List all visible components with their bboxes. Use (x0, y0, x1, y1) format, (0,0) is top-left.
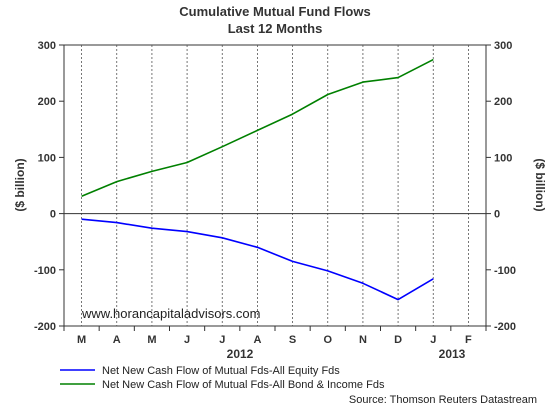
x-tick-label: S (289, 334, 296, 346)
legend-label-equity: Net New Cash Flow of Mutual Fds-All Equi… (102, 365, 340, 377)
y-tick-label-left: 200 (38, 96, 56, 108)
legend: Net New Cash Flow of Mutual Fds-All Equi… (60, 365, 385, 391)
y-tick-label-left: 0 (50, 209, 56, 221)
y-tick-label-left: 100 (38, 152, 56, 164)
y-tick-label-right: 200 (494, 96, 512, 108)
y-tick-label-right: -200 (494, 321, 516, 333)
x-tick-label: J (184, 334, 190, 346)
x-tick-label: J (219, 334, 225, 346)
series-line-equity (81, 218, 434, 301)
y-axis-right: 300 200 100 0 -100 -200 (486, 40, 516, 333)
y-tick-label-right: 300 (494, 40, 512, 52)
y-tick-label-left: 300 (38, 40, 56, 52)
chart-subtitle: Last 12 Months (228, 21, 323, 36)
x-tick-label: F (465, 334, 472, 346)
y-axis-left: 300 200 100 0 -100 -200 (34, 40, 64, 333)
y-tick-label-right: -100 (494, 265, 516, 277)
y-tick-label-left: -200 (34, 321, 56, 333)
y-axis-label-left: ($ billion) (13, 158, 27, 211)
x-tick-label: M (147, 334, 156, 346)
y-tick-label-right: 0 (494, 209, 500, 221)
source-note: Source: Thomson Reuters Datastream (349, 394, 537, 406)
y-tick-label-right: 100 (494, 152, 512, 164)
series-line-bond (81, 58, 434, 197)
legend-label-bond: Net New Cash Flow of Mutual Fds-All Bond… (102, 379, 385, 391)
plot-area (63, 44, 487, 327)
year-label-2013: 2013 (439, 347, 466, 361)
x-tick-label: J (430, 334, 436, 346)
year-label-2012: 2012 (227, 347, 254, 361)
x-tick-label: A (113, 334, 121, 346)
x-tick-label: M (77, 334, 86, 346)
y-axis-label-right: ($ billion) (533, 158, 547, 211)
watermark: www.horancapitaladvisors.com (81, 306, 260, 321)
y-tick-label-left: -100 (34, 265, 56, 277)
chart-title: Cumulative Mutual Fund Flows (179, 4, 370, 19)
x-tick-label: D (394, 334, 402, 346)
x-tick-label: O (323, 334, 332, 346)
gridlines (81, 45, 469, 326)
x-tick-label: N (359, 334, 367, 346)
series-layer (81, 58, 434, 301)
x-tick-label: A (253, 334, 261, 346)
